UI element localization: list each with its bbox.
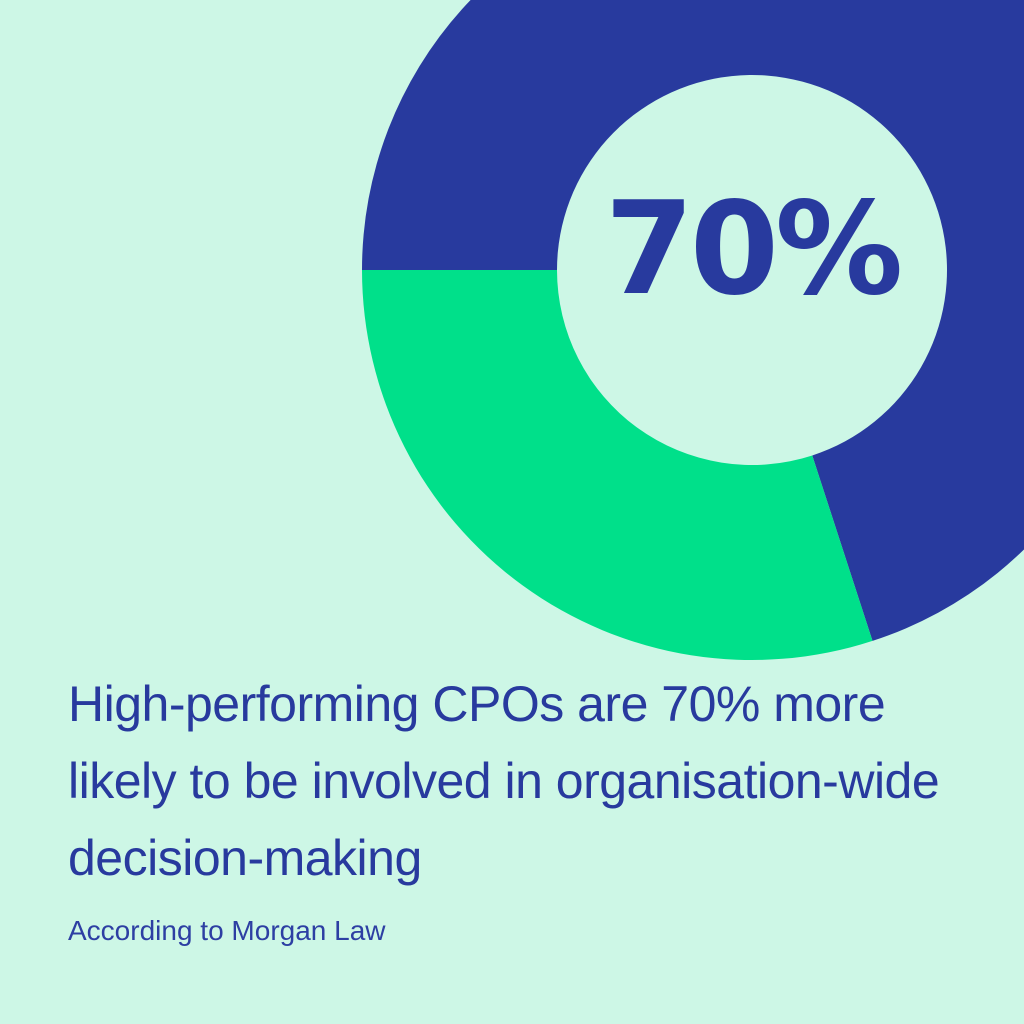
- donut-slice-blue: [362, 0, 1024, 641]
- donut-slice-green: [362, 270, 873, 660]
- chart-center-label: 70%: [604, 175, 903, 324]
- source-caption: According to Morgan Law: [68, 915, 386, 946]
- headline: High-performing CPOs are 70% more likely…: [68, 676, 940, 886]
